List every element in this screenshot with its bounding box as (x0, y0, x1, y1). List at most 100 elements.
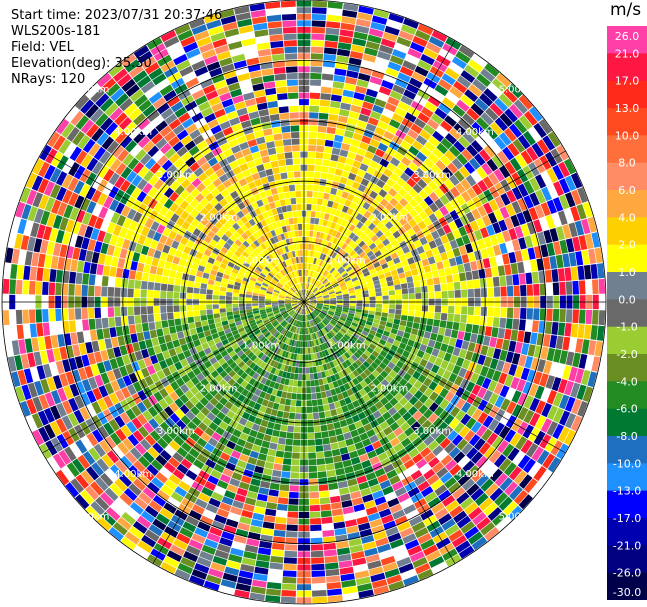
velocity-gate (417, 178, 428, 189)
velocity-gate (369, 296, 376, 301)
velocity-gate (438, 327, 446, 336)
velocity-gate (487, 307, 494, 317)
velocity-gate (348, 338, 356, 345)
velocity-gate (351, 181, 361, 190)
velocity-gate (408, 218, 418, 228)
velocity-gate (341, 286, 348, 291)
velocity-gate (411, 268, 419, 276)
velocity-gate (325, 325, 331, 332)
velocity-gate (307, 307, 312, 313)
velocity-gate (372, 276, 379, 282)
velocity-gate (315, 445, 324, 452)
velocity-gate (330, 320, 336, 326)
velocity-gate (343, 3, 359, 12)
velocity-gate (337, 248, 344, 256)
velocity-gate (338, 319, 345, 324)
velocity-gate (332, 336, 338, 344)
velocity-gate (278, 490, 289, 498)
velocity-gate (523, 130, 536, 146)
velocity-gate (512, 318, 520, 330)
velocity-gate (493, 286, 501, 297)
velocity-gate (339, 197, 347, 205)
velocity-gate (342, 252, 349, 260)
velocity-gate (304, 289, 306, 296)
velocity-gate (541, 402, 552, 418)
velocity-gate (455, 357, 465, 367)
velocity-gate (483, 446, 497, 460)
velocity-gate (356, 248, 364, 256)
velocity-gate (348, 312, 355, 317)
velocity-gate (332, 316, 339, 321)
velocity-gate (331, 329, 337, 335)
velocity-gate (476, 259, 485, 270)
velocity-gate (310, 277, 314, 284)
velocity-gate (160, 313, 168, 321)
velocity-gate (376, 295, 383, 300)
velocity-gate (160, 290, 167, 299)
velocity-gate (382, 411, 392, 421)
velocity-gate (479, 316, 487, 326)
velocity-gate (199, 304, 206, 311)
velocity-gate (311, 278, 316, 285)
velocity-gate (352, 234, 359, 243)
velocity-gate (348, 224, 356, 232)
velocity-gate (413, 204, 424, 214)
velocity-gate (572, 236, 581, 252)
velocity-gate (331, 87, 344, 96)
velocity-gate (320, 424, 328, 432)
velocity-gate (508, 340, 517, 353)
velocity-gate (555, 254, 564, 269)
velocity-gate (339, 317, 346, 322)
velocity-gate (427, 256, 436, 265)
velocity-gate (594, 341, 603, 357)
velocity-gate (552, 282, 560, 296)
velocity-gate (337, 331, 344, 338)
velocity-gate (440, 343, 449, 352)
velocity-gate (312, 184, 320, 192)
velocity-gate (308, 145, 317, 152)
velocity-gate (511, 390, 522, 404)
velocity-gate (308, 292, 313, 297)
velocity-gate (336, 255, 342, 263)
velocity-gate (355, 311, 362, 316)
velocity-gate (399, 387, 409, 397)
velocity-gate (382, 295, 389, 300)
velocity-gate (498, 425, 511, 439)
velocity-gate (575, 338, 584, 353)
velocity-gate (431, 502, 445, 514)
velocity-gate (512, 138, 526, 153)
velocity-gate (311, 264, 315, 271)
velocity-gate (309, 293, 314, 298)
velocity-gate (491, 78, 507, 93)
velocity-gate (315, 158, 323, 166)
velocity-gate (482, 415, 494, 428)
velocity-gate (403, 459, 415, 470)
velocity-gate (463, 161, 476, 174)
velocity-gate (312, 287, 318, 293)
velocity-gate (487, 212, 498, 224)
velocity-gate (409, 41, 425, 53)
velocity-gate (442, 335, 451, 345)
velocity-gate (325, 283, 332, 289)
velocity-gate (324, 263, 330, 270)
velocity-gate (353, 282, 361, 287)
velocity-gate (414, 286, 422, 294)
velocity-gate (434, 254, 442, 263)
velocity-gate (322, 292, 329, 296)
velocity-gate (413, 316, 421, 324)
velocity-gate (400, 172, 411, 183)
velocity-gate (323, 53, 337, 62)
velocity-gate (492, 348, 502, 360)
velocity-gate (435, 159, 447, 171)
velocity-gate (328, 322, 335, 328)
velocity-gate (388, 332, 397, 340)
velocity-gate (462, 131, 475, 144)
velocity-gate (316, 245, 321, 252)
velocity-gate (310, 297, 316, 300)
velocity-gate (413, 214, 423, 224)
velocity-gate (341, 96, 353, 105)
velocity-gate (364, 47, 379, 57)
velocity-gate (520, 367, 530, 381)
velocity-gate (349, 50, 364, 60)
velocity-gate (426, 318, 434, 326)
